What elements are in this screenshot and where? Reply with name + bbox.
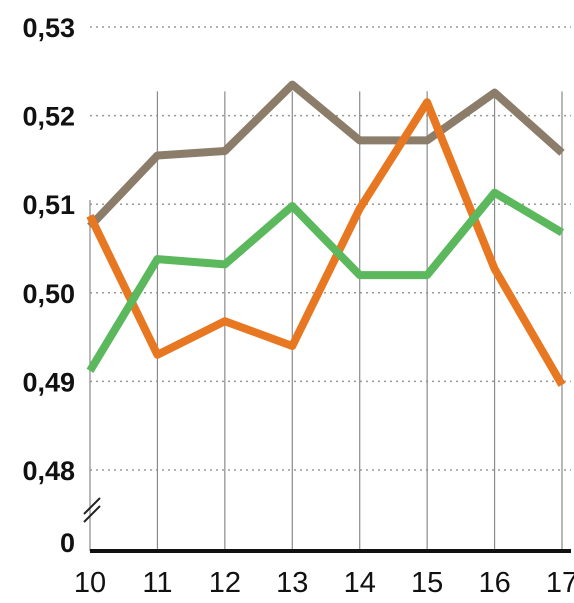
y-tick-zero: 0 (60, 528, 75, 558)
x-tick-label: 11 (142, 567, 172, 599)
x-axis-tick-labels: 10 11 12 13 14 15 16 17 (74, 567, 574, 599)
y-tick-label: 0,52 (22, 102, 75, 132)
y-tick-label: 0,51 (22, 190, 75, 220)
series-line-3 (86, 188, 565, 373)
y-tick-label: 0,49 (22, 367, 75, 397)
x-tick-label: 17 (546, 567, 574, 599)
series-line-2 (86, 98, 566, 387)
y-tick-label: 0,48 (22, 456, 75, 486)
series-line-1 (87, 80, 565, 230)
x-tick-label: 12 (209, 567, 241, 599)
data-series (86, 80, 566, 387)
y-tick-label: 0,50 (22, 279, 75, 309)
x-tick-label: 16 (478, 567, 510, 599)
x-tick-label: 14 (344, 567, 376, 599)
x-tick-label: 13 (276, 567, 308, 599)
y-axis-tick-labels: 0,53 0,52 0,51 0,50 0,49 0,48 (22, 13, 75, 486)
x-tick-label: 10 (74, 567, 106, 599)
axis-break-marker (83, 497, 101, 523)
vertical-gridlines (89, 91, 563, 551)
x-tick-label: 15 (411, 567, 443, 599)
y-tick-label: 0,53 (22, 13, 75, 43)
